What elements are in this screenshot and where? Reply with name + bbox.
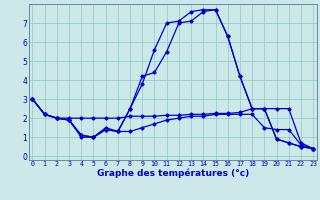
X-axis label: Graphe des températures (°c): Graphe des températures (°c) bbox=[97, 169, 249, 178]
